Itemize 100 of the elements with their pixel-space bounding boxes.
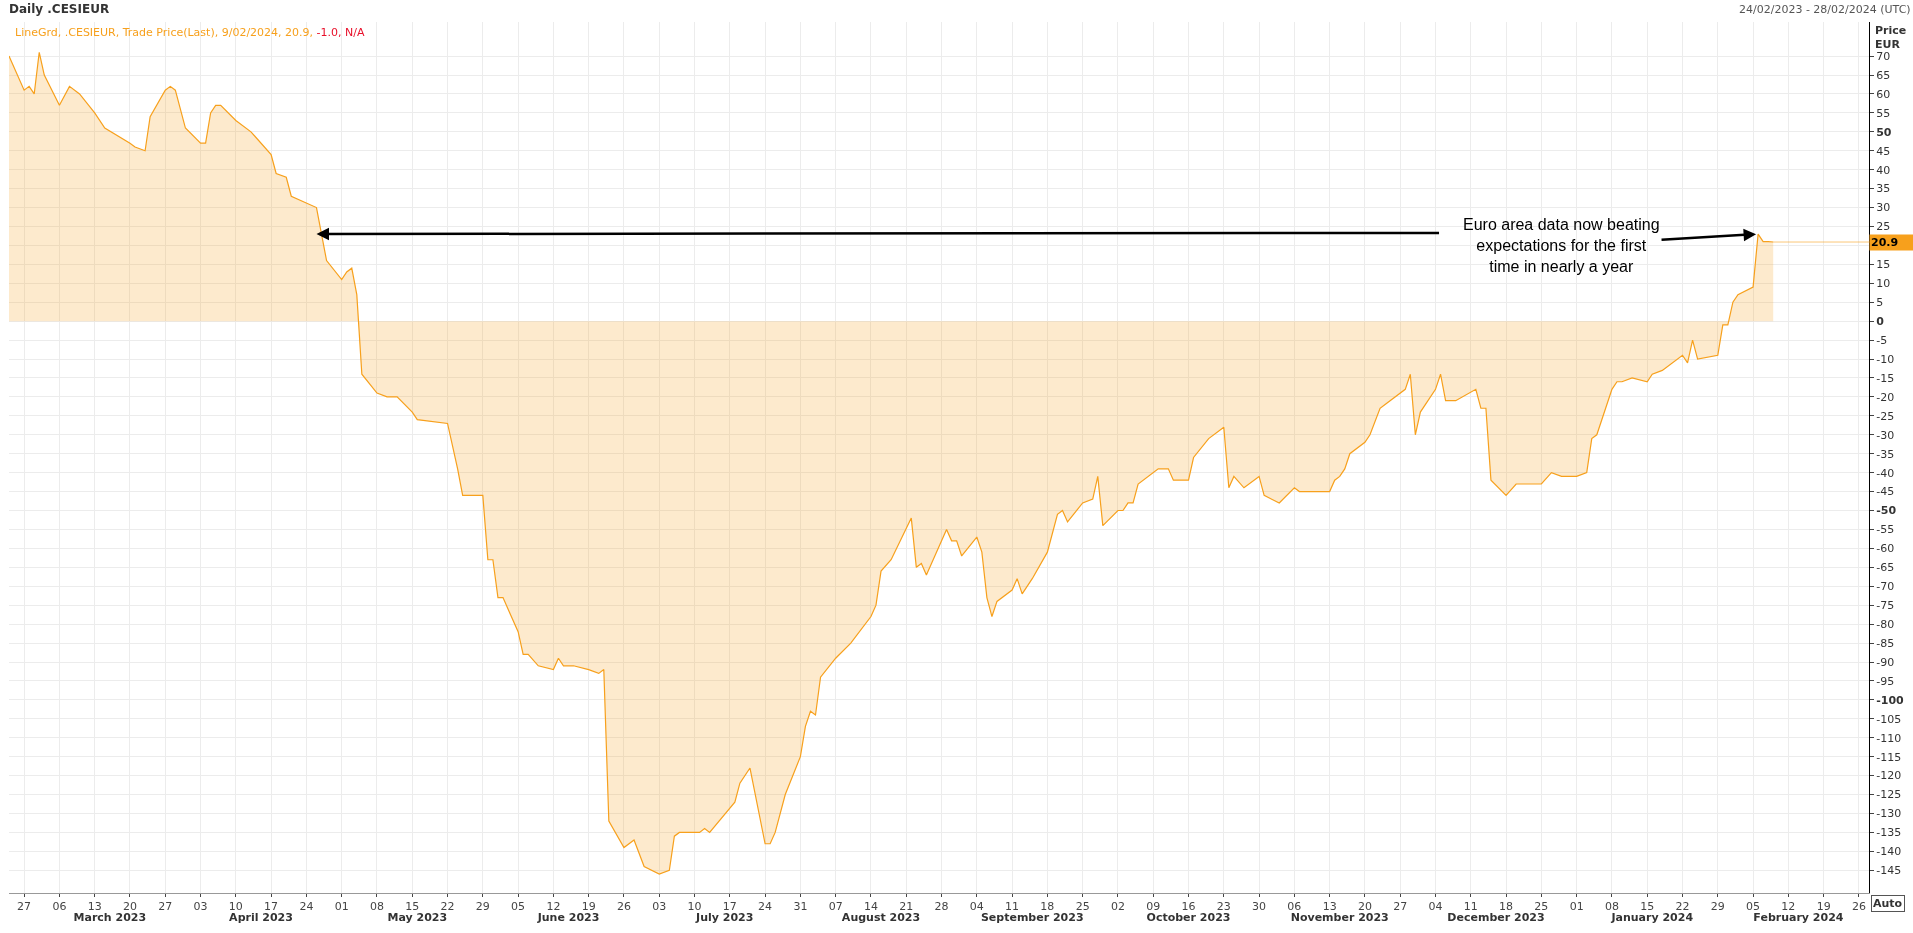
x-tick-label: 26 (1851, 900, 1866, 914)
x2-tick-label: October 2023 (1146, 911, 1231, 924)
y-tick-label: -65 (1876, 561, 1895, 575)
y-tick-label: -10 (1876, 352, 1895, 366)
x-tick-label: 06 (1287, 900, 1302, 914)
y-tick-label: -145 (1876, 864, 1902, 878)
y-tick-label: 65 (1876, 68, 1891, 82)
y-tick-label: -40 (1876, 466, 1895, 480)
x2-tick-label: June 2023 (536, 911, 600, 924)
y-tick-label: 40 (1876, 163, 1891, 177)
y-tick-label: 55 (1876, 106, 1891, 120)
x-tick-label: 02 (1110, 900, 1125, 914)
x-tick-label: 13 (1322, 900, 1337, 914)
y-tick-label: -35 (1876, 447, 1895, 461)
x-tick-label: 19 (1816, 900, 1831, 914)
y-tick-label: -15 (1876, 371, 1895, 385)
y-tick-label: 70 (1876, 49, 1891, 63)
y-tick-label: -95 (1876, 674, 1895, 688)
x-tick-label: 12 (546, 900, 561, 914)
x-tick-label: 06 (52, 900, 67, 914)
x2-tick-label: July 2023 (695, 911, 754, 924)
x-tick-label: 17 (264, 900, 279, 914)
y-tick-label: 5 (1876, 296, 1884, 310)
y-tick-label: 10 (1876, 277, 1891, 291)
x-tick-label: 29 (1710, 900, 1725, 914)
y-tick-label: 15 (1876, 258, 1891, 272)
x-tick-label: 27 (1393, 900, 1408, 914)
text: Auto (1873, 897, 1903, 910)
x-tick-label: 18 (1499, 900, 1514, 914)
x-tick-label: 29 (475, 900, 490, 914)
x-tick-label: 30 (1252, 900, 1267, 914)
y-tick-label: -25 (1876, 409, 1895, 423)
y-tick-label: 25 (1876, 220, 1891, 234)
y-tick-label: -30 (1876, 428, 1895, 442)
x-tick-label: 11 (1463, 900, 1478, 914)
x-tick-label: 24 (299, 900, 314, 914)
x-tick-label: 09 (1146, 900, 1161, 914)
x-tick-label: 11 (1005, 900, 1020, 914)
x-tick-label: 12 (1781, 900, 1796, 914)
x-tick-label: 07 (828, 900, 843, 914)
x-tick-label: 10 (228, 900, 243, 914)
y-tick-label: -55 (1876, 523, 1895, 537)
x-tick-label: 15 (405, 900, 420, 914)
y-tick-label: -60 (1876, 542, 1895, 556)
x2-tick-label: November 2023 (1290, 911, 1389, 924)
y-tick-label: -105 (1876, 712, 1902, 726)
y-tick-label: -135 (1876, 826, 1902, 840)
x-tick-label: 08 (1604, 900, 1619, 914)
x2-tick-label: March 2023 (73, 911, 147, 924)
x-tick-label: 23 (1216, 900, 1231, 914)
y-tick-label: 0 (1876, 315, 1885, 329)
y-tick-label: -85 (1876, 636, 1895, 650)
y-tick-label: -80 (1876, 617, 1895, 631)
x2-tick-label: May 2023 (387, 911, 448, 924)
y-tick-label: -45 (1876, 485, 1895, 499)
y-tick-label: -125 (1876, 788, 1902, 802)
y-tick-label: -20 (1876, 390, 1895, 404)
series-label: LineGrd, .CESIEUR, Trade Price(Last), 9/02/2024, 20.9, -1.0, N/A (15, 26, 365, 39)
data-label: 20.9 (1871, 236, 1899, 249)
x-tick-label: 22 (1675, 900, 1690, 914)
y-tick-label: -110 (1876, 731, 1902, 745)
y-tick-label: 60 (1876, 87, 1891, 101)
x-tick-label: 22 (440, 900, 455, 914)
x-tick-label: 13 (87, 900, 102, 914)
x-tick-label: 28 (934, 900, 949, 914)
x-tick-label: 19 (581, 900, 596, 914)
x2-tick-label: December 2023 (1447, 911, 1545, 924)
y-tick-label: -130 (1876, 807, 1902, 821)
x-tick-label: 25 (1075, 900, 1090, 914)
y-tick-label: -90 (1876, 655, 1895, 669)
x-tick-label: 03 (652, 900, 667, 914)
x2-tick-label: January 2024 (1610, 911, 1694, 924)
y-tick-label: -115 (1876, 750, 1902, 764)
x-tick-label: 20 (122, 900, 137, 914)
x-tick-label: 10 (687, 900, 702, 914)
y-tick-label: -140 (1876, 845, 1902, 859)
x-tick-label: 27 (158, 900, 173, 914)
y-tick-label: -100 (1876, 693, 1905, 707)
x2-tick-label: February 2024 (1753, 911, 1844, 924)
y-tick-label: -70 (1876, 580, 1895, 594)
y-tick-label: -75 (1876, 599, 1895, 613)
y-tick-label: 50 (1876, 125, 1892, 139)
x-tick-label: 21 (899, 900, 914, 914)
x-tick-label: 03 (193, 900, 208, 914)
y-tick-label: -120 (1876, 769, 1902, 783)
x-tick-label: 15 (1640, 900, 1655, 914)
x-tick-label: 31 (793, 900, 808, 914)
x2-tick-label: April 2023 (229, 911, 293, 924)
x2-tick-label: September 2023 (980, 911, 1084, 924)
x-tick-label: 08 (369, 900, 384, 914)
x-tick-label: 05 (511, 900, 526, 914)
x-tick-label: 14 (863, 900, 878, 914)
x-tick-label: 20 (1357, 900, 1372, 914)
y-axis-title: Price EUR (1875, 24, 1907, 52)
y-tick-label: 45 (1876, 144, 1891, 158)
x-tick-label: 01 (1569, 900, 1584, 914)
x-tick-label: 16 (1181, 900, 1196, 914)
chart-title: Daily .CESIEUR (9, 2, 110, 16)
y-tick-label: 30 (1876, 201, 1891, 215)
x-tick-label: 04 (1428, 900, 1443, 914)
